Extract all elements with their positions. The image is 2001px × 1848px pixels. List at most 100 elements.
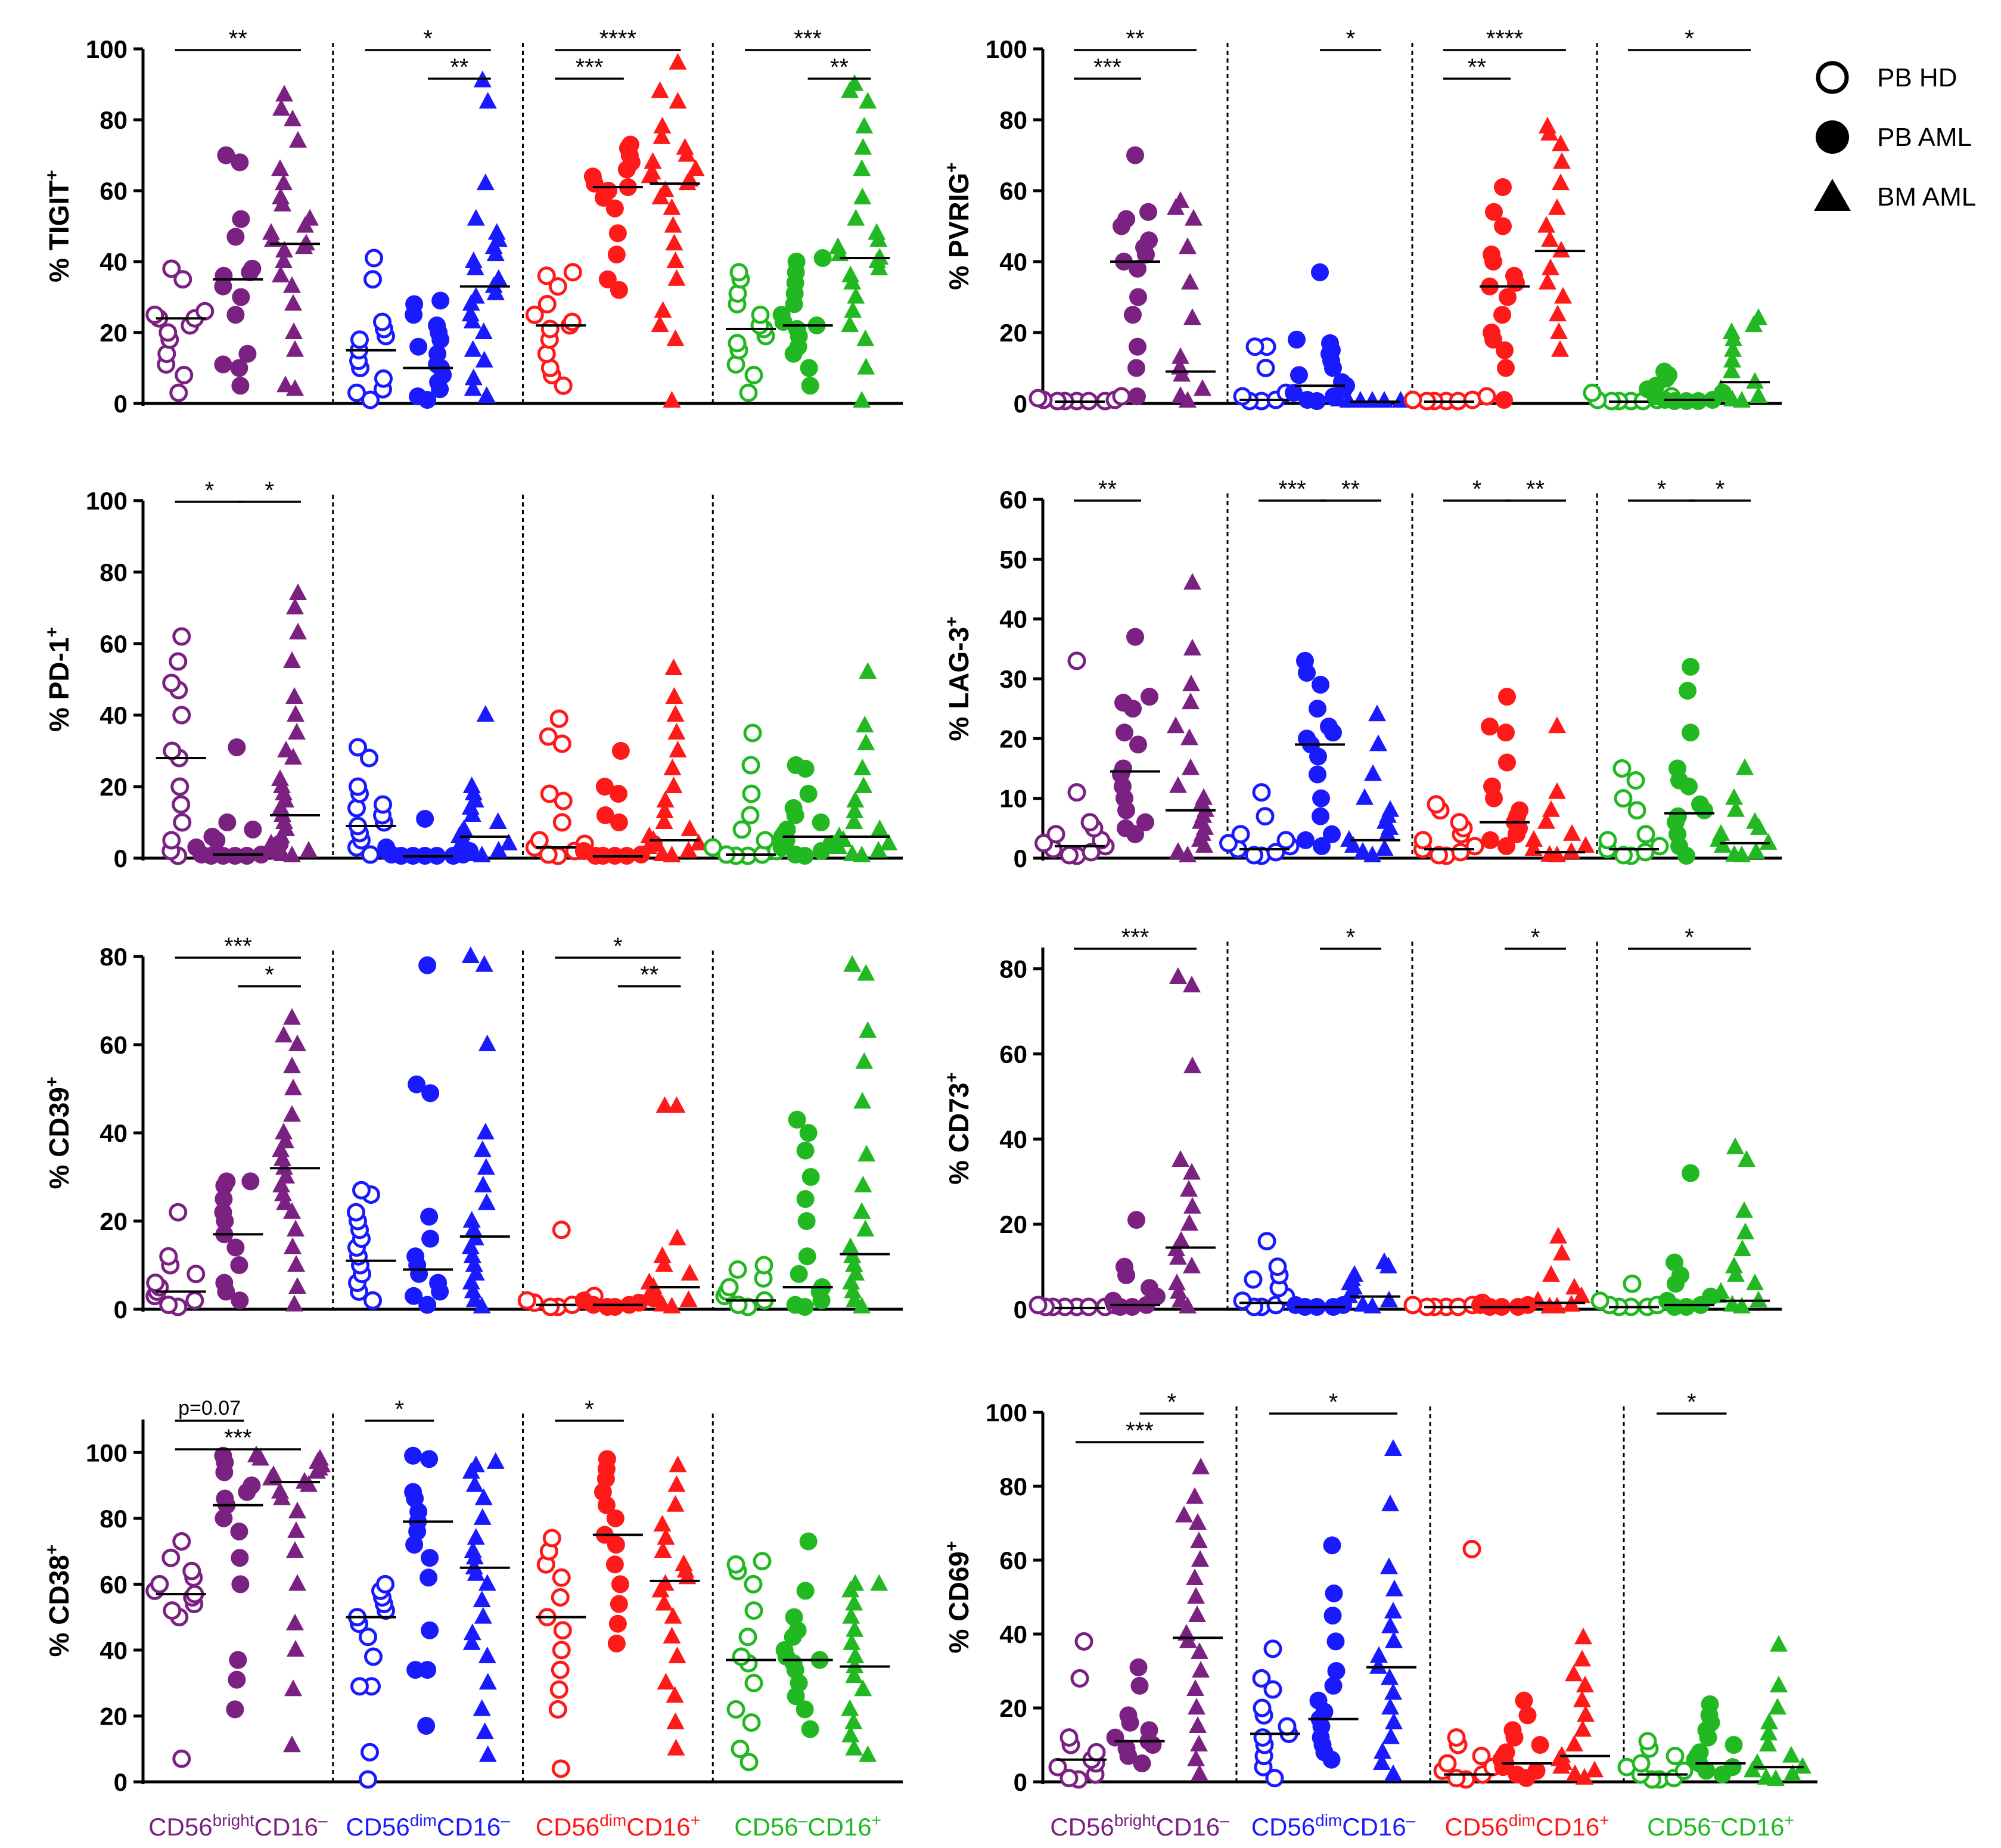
- y-tick-label: 0: [114, 1296, 128, 1324]
- y-tick-label: 80: [100, 558, 128, 586]
- data-point-triangle: [462, 1211, 481, 1228]
- group-3-1: [1686, 1695, 1746, 1784]
- data-point-triangle: [1169, 967, 1187, 984]
- data-point-filled-circle: [1471, 1296, 1489, 1314]
- data-point-filled-circle: [1141, 1279, 1158, 1297]
- data-point-open-circle: [540, 319, 560, 338]
- data-point-triangle: [679, 841, 698, 858]
- data-point-triangle: [1726, 1137, 1744, 1154]
- y-axis-title-text: % CD39: [44, 1087, 74, 1189]
- data-point-triangle: [473, 1699, 491, 1716]
- data-point-triangle: [1769, 1698, 1786, 1715]
- y-axis-title: % TIGIT+: [42, 170, 74, 282]
- data-point-triangle: [284, 294, 302, 311]
- data-point-triangle: [871, 819, 889, 836]
- data-point-triangle: [846, 791, 865, 807]
- data-point-open-circle: [744, 1673, 763, 1692]
- data-point-triangle: [1553, 152, 1571, 169]
- data-point-open-circle: [1403, 1296, 1422, 1315]
- data-point-filled-circle: [1129, 288, 1147, 306]
- data-point-filled-circle: [404, 1483, 422, 1501]
- data-point-triangle: [1748, 1753, 1766, 1770]
- data-point-triangle: [1172, 1290, 1189, 1307]
- data-point-filled-circle: [621, 135, 639, 154]
- data-point-open-circle: [703, 838, 722, 857]
- data-point-filled-circle: [1129, 337, 1146, 356]
- group-2-0: [525, 709, 594, 865]
- data-point-triangle: [843, 1633, 861, 1650]
- data-point-triangle: [1381, 1616, 1399, 1633]
- y-axis-title-sup: +: [42, 627, 62, 638]
- group-0-2: [1173, 1458, 1223, 1781]
- data-point-triangle: [479, 1673, 497, 1690]
- data-point-triangle: [477, 386, 496, 403]
- data-point-filled-circle: [226, 1238, 245, 1257]
- data-point-triangle: [679, 1290, 698, 1307]
- data-point-open-circle: [185, 1291, 204, 1310]
- significance-label: ***: [224, 933, 252, 959]
- data-point-triangle: [467, 1455, 485, 1473]
- data-point-filled-circle: [214, 1203, 232, 1222]
- data-point-open-circle: [172, 795, 191, 814]
- subset-label-sup: –: [501, 1811, 510, 1830]
- group-1-2: [459, 70, 510, 403]
- data-point-triangle: [1183, 1256, 1201, 1274]
- legend-filled-circle-icon: [1816, 120, 1849, 154]
- data-point-triangle: [1187, 1587, 1205, 1604]
- subset-label: CD56dimCD16–: [346, 1811, 510, 1841]
- data-point-filled-circle: [232, 210, 250, 228]
- data-point-filled-circle: [431, 291, 450, 310]
- data-point-triangle: [467, 1527, 485, 1545]
- subset-label-part: CD16: [1720, 1813, 1784, 1841]
- legend-label: BM AML: [1877, 182, 1976, 212]
- data-point-filled-circle: [1296, 651, 1314, 670]
- subset-label-sup: bright: [1114, 1811, 1156, 1830]
- data-point-triangle: [283, 1105, 301, 1122]
- data-point-filled-circle: [1511, 801, 1528, 819]
- data-point-triangle: [275, 241, 293, 258]
- data-point-triangle: [1373, 1753, 1391, 1770]
- data-point-triangle: [1549, 1226, 1567, 1244]
- data-point-filled-circle: [1682, 723, 1699, 742]
- y-tick-label: 80: [100, 943, 128, 971]
- data-point-triangle: [474, 1488, 493, 1505]
- data-point-triangle: [651, 81, 669, 98]
- y-axis-title-text: % LAG-3: [943, 627, 974, 741]
- data-point-triangle: [829, 237, 847, 254]
- data-point-triangle: [666, 705, 685, 722]
- data-point-triangle: [1363, 391, 1381, 408]
- data-point-filled-circle: [232, 288, 250, 306]
- data-point-triangle: [663, 1626, 681, 1644]
- data-point-triangle: [640, 1272, 658, 1290]
- data-point-open-circle: [374, 369, 393, 388]
- data-point-open-circle: [173, 813, 192, 832]
- data-point-triangle: [668, 1228, 686, 1246]
- data-point-triangle: [479, 1745, 497, 1762]
- data-point-triangle: [1573, 1650, 1591, 1667]
- data-point-triangle: [479, 92, 497, 109]
- y-axis-title: % PD-1+: [42, 627, 74, 732]
- data-point-open-circle: [1430, 846, 1448, 865]
- group-0-2: [1166, 191, 1216, 408]
- data-point-filled-circle: [216, 1489, 234, 1508]
- data-point-open-circle: [195, 302, 215, 321]
- data-point-triangle: [464, 1219, 483, 1237]
- data-point-open-circle: [172, 1749, 191, 1768]
- data-point-triangle: [841, 1237, 860, 1254]
- data-point-open-circle: [554, 376, 573, 395]
- y-tick-label: 40: [100, 1119, 128, 1147]
- data-point-triangle: [289, 131, 307, 148]
- data-point-open-circle: [517, 1291, 536, 1310]
- data-point-open-circle: [163, 1601, 182, 1620]
- data-point-filled-circle: [226, 228, 245, 246]
- significance-label: p=0.07: [178, 1397, 241, 1420]
- group-0-0: [145, 1532, 206, 1768]
- group-0-2: [270, 1008, 320, 1312]
- group-2-1: [574, 1289, 663, 1316]
- data-point-triangle: [845, 1738, 863, 1756]
- data-point-triangle: [1735, 1201, 1753, 1218]
- data-point-open-circle: [552, 1220, 571, 1240]
- group-0-1: [1110, 146, 1160, 406]
